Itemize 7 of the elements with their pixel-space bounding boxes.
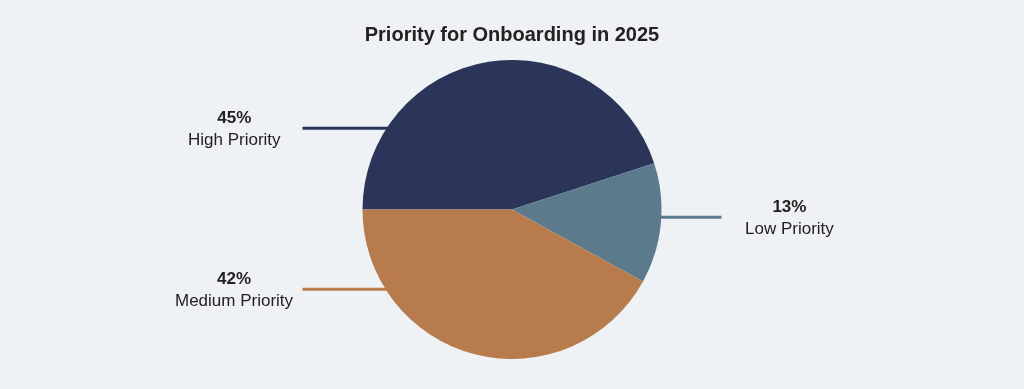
data-label: 42% — [217, 269, 252, 288]
slice-label: Medium Priority — [175, 291, 294, 311]
data-label: 13% — [772, 197, 807, 216]
slice-label: High Priority — [188, 130, 282, 150]
legend-label: Low Priority — [745, 219, 835, 239]
chart-title: Priority for Onboarding in 2025 — [364, 23, 660, 46]
data-label: 45% — [217, 108, 252, 127]
